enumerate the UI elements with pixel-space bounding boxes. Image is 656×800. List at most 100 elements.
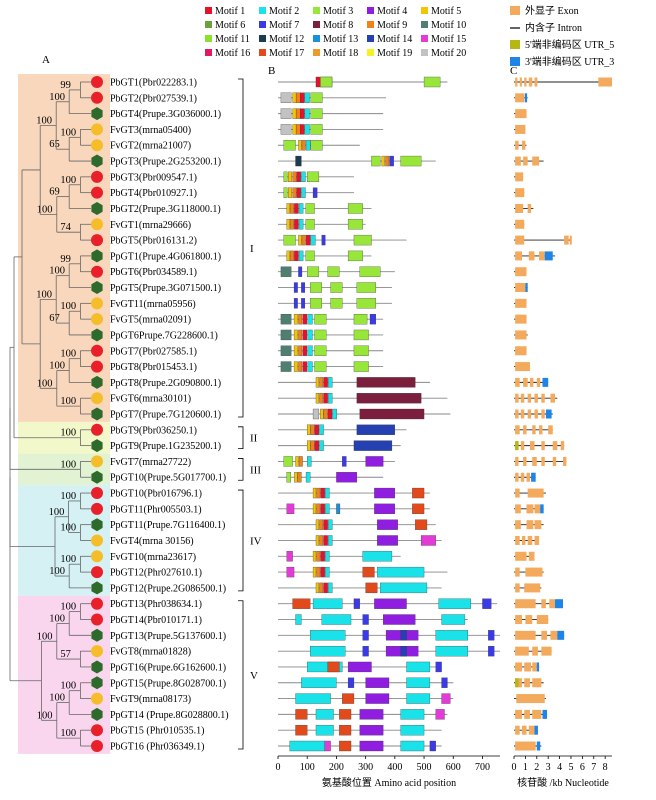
exon-box: [515, 504, 521, 514]
motif-box: [336, 503, 341, 515]
exon-box: [515, 583, 520, 593]
motif-box: [488, 630, 495, 641]
motif-box: [310, 424, 315, 435]
exon-box: [524, 77, 527, 87]
exon-box: [598, 77, 612, 87]
motif-box: [347, 219, 363, 230]
motif-box: [374, 487, 395, 499]
motif-box: [307, 361, 313, 372]
bootstrap-label: 100: [60, 175, 76, 186]
bootstrap-label: 100: [49, 613, 65, 624]
gene-label: PpGT15(Prupe.8G028700.1): [110, 678, 226, 689]
motif-legend-swatch: [313, 49, 320, 56]
motif-box: [312, 551, 317, 562]
motif-legend-swatch: [421, 35, 428, 42]
gene-label: FvGT6(mrna30101): [110, 394, 191, 405]
motif-box: [377, 519, 398, 530]
exon-box: [534, 409, 538, 419]
motif-box: [314, 345, 327, 356]
tip-marker: [91, 470, 103, 484]
tip-marker: [91, 265, 103, 278]
exon-box: [541, 646, 552, 656]
gene-label: PpGT11(Prupe.7G116400.1): [110, 520, 225, 531]
motif-box: [312, 566, 317, 578]
motif-box: [359, 709, 384, 720]
motif-box: [406, 677, 431, 688]
motif-box: [305, 140, 311, 151]
tip-marker: [91, 123, 103, 136]
motif-legend-label: Motif 6: [215, 20, 245, 31]
exon-box: [515, 140, 519, 150]
group-label: III: [250, 464, 261, 476]
structure-tick-label: 0: [512, 762, 517, 773]
bootstrap-label: 100: [36, 289, 52, 300]
tip-marker: [91, 375, 103, 389]
motif-box: [312, 487, 317, 499]
exon-box: [532, 662, 537, 672]
tip-marker: [91, 91, 103, 104]
utr5-box: [515, 441, 519, 451]
motif-box: [353, 329, 369, 341]
motif-tick-label: 400: [387, 762, 402, 773]
motif-box: [412, 487, 425, 499]
exon-box: [520, 472, 525, 482]
motif-box: [295, 155, 302, 167]
motif-box: [292, 598, 311, 609]
gene-label: FvGT7(mrna27722): [110, 457, 191, 468]
structure-tick-label: 2: [534, 762, 539, 773]
exon-box: [552, 441, 558, 451]
exon-box: [541, 599, 546, 609]
tip-marker: [91, 107, 103, 121]
motif-box: [320, 76, 333, 88]
gene-label: FvGT2(mrna21007): [110, 141, 191, 152]
motif-box: [309, 282, 322, 293]
bootstrap-label: 100: [49, 92, 65, 103]
exon-box: [515, 520, 521, 530]
motif-box: [330, 282, 343, 293]
motif-box: [339, 725, 352, 736]
tip-marker: [91, 249, 103, 263]
exon-box: [539, 425, 543, 435]
motif-box: [320, 566, 325, 578]
motif-box: [295, 124, 301, 135]
motif-box: [314, 424, 320, 435]
motif-box: [377, 566, 425, 578]
motif-box: [295, 456, 299, 467]
bootstrap-label: 100: [37, 710, 53, 721]
exon-box: [528, 551, 535, 561]
motif-legend-label: Motif 16: [215, 48, 250, 59]
motif-box: [295, 693, 331, 704]
bootstrap-label: 100: [60, 459, 76, 470]
bootstrap-label: 69: [49, 187, 60, 198]
motif-box: [328, 393, 333, 404]
motif-box: [295, 108, 301, 119]
gene-label: PbGT7(Pbr027585.1): [110, 346, 197, 357]
exon-box: [515, 646, 529, 656]
tip-marker: [91, 423, 103, 436]
motif-box: [365, 677, 390, 688]
motif-box: [339, 709, 352, 720]
motif-box: [380, 582, 428, 594]
motif-box: [441, 677, 448, 688]
exon-box: [515, 472, 519, 482]
tip-marker: [91, 234, 103, 247]
bootstrap-label: 100: [60, 491, 76, 502]
structure-tick-label: 1: [523, 762, 528, 773]
gene-label: PpGT10(Prupe.5G017700.1): [110, 473, 226, 484]
structure-tick-label: 6: [580, 762, 585, 773]
motif-legend-swatch: [367, 35, 374, 42]
exon-box: [520, 409, 525, 419]
motif-box: [359, 725, 384, 736]
tip-marker: [91, 154, 103, 168]
motif-legend-swatch: [259, 35, 266, 42]
gene-label: PbGT16 (Phr036349.1): [110, 742, 204, 753]
exon-box: [529, 377, 534, 387]
motif-box: [325, 503, 330, 515]
utr3-box: [542, 377, 549, 387]
exon-box: [532, 156, 540, 166]
motif-box: [359, 266, 381, 277]
bootstrap-label: 100: [37, 378, 53, 389]
motif-box: [320, 408, 324, 420]
motif-box: [312, 187, 318, 198]
motif-box: [307, 440, 311, 451]
